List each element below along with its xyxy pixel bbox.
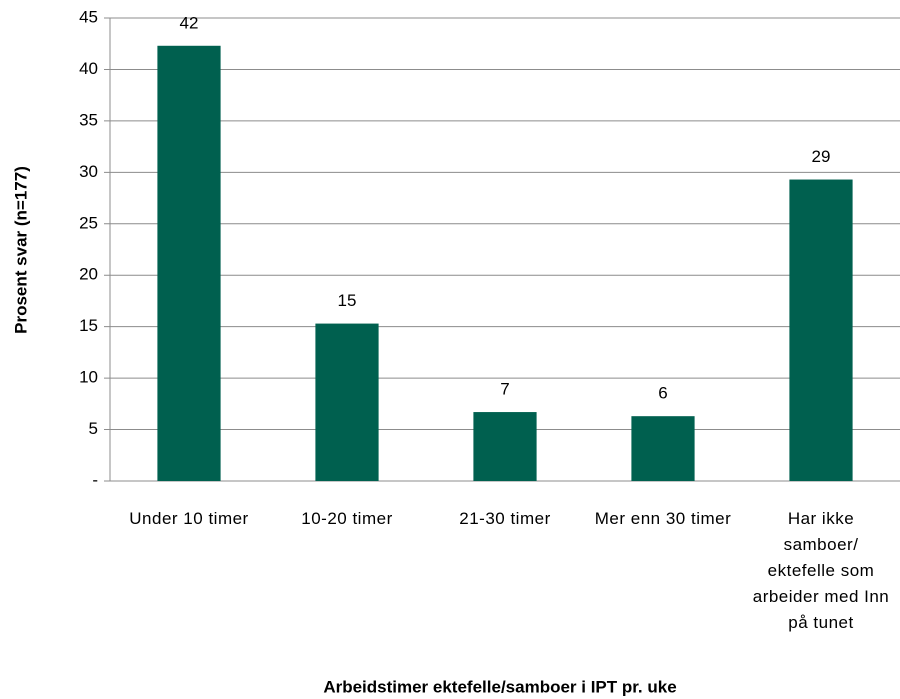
value-label: 7 [500,380,509,399]
y-tick-label: 35 [79,110,98,129]
bar [631,416,695,481]
value-label: 6 [658,384,667,403]
y-tick-label: 20 [79,265,98,284]
y-tick-label: 30 [79,162,98,181]
y-tick-label: 15 [79,316,98,335]
x-tick-label: 10-20 timer [301,509,393,528]
y-tick-label: 25 [79,213,98,232]
y-tick-label: - [92,470,98,489]
bar [473,412,537,481]
bar [789,179,853,481]
bar [315,323,379,481]
x-tick-label: Har ikke samboer/ ektefelle som arbeider… [752,509,890,632]
value-label: 29 [812,147,831,166]
x-tick-label: Mer enn 30 timer [594,509,732,528]
value-label: 42 [180,13,199,32]
y-tick-label: 5 [89,419,98,438]
bar [157,45,221,481]
value-label: 15 [338,291,357,310]
y-axis-title: Prosent svar (n=177) [11,166,30,334]
x-tick-label: 21-30 timer [459,509,551,528]
y-tick-label: 45 [79,7,98,26]
y-tick-label: 40 [79,59,98,78]
y-tick-label: 10 [79,368,98,387]
x-axis-title: Arbeidstimer ektefelle/samboer i IPT pr.… [323,677,676,696]
x-tick-label: Under 10 timer [129,509,249,528]
